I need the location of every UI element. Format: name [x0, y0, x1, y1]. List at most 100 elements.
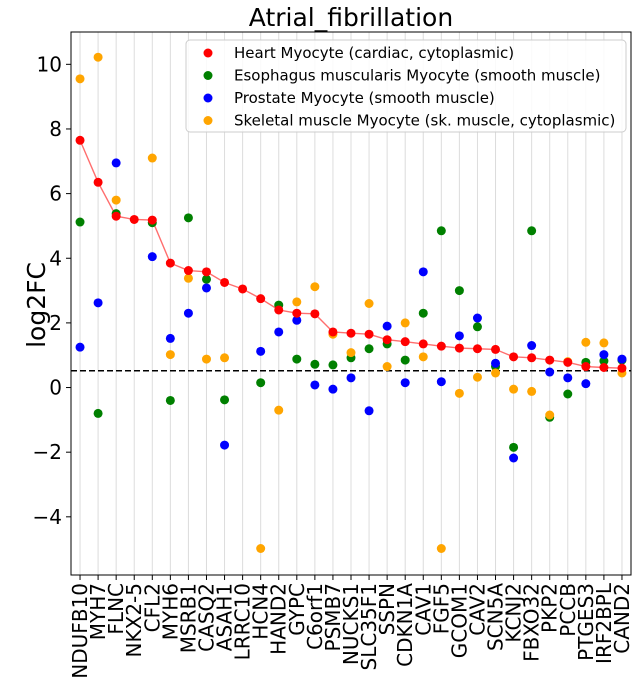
x-tick-label-cdkn1a: CDKN1A: [393, 583, 417, 667]
y-tick-label: 4: [49, 246, 62, 270]
legend-entry-0: Heart Myocyte (cardiac, cytoplasmic): [234, 44, 514, 62]
point-s2-c6orf1: [310, 380, 320, 390]
point-s2-kcnj2: [509, 453, 519, 463]
point-s1-pccb: [563, 389, 573, 399]
point-s0-flnc: [111, 211, 121, 221]
point-s3-pkp2: [545, 410, 555, 420]
point-s1-cdkn1a: [400, 355, 410, 365]
point-s1-hcn4: [256, 378, 266, 388]
point-s0-psmb7: [328, 327, 338, 337]
point-s1-irf2bpl: [599, 356, 609, 366]
x-tick-label-gcom1: GCOM1: [447, 583, 471, 658]
point-s3-asah1: [220, 353, 230, 363]
point-s2-pkp2: [545, 367, 555, 377]
point-s3-gcom1: [454, 388, 464, 398]
x-tick-label-pkp2: PKP2: [538, 583, 562, 633]
point-s2-cdkn1a: [400, 378, 410, 388]
point-s3-myh7: [93, 52, 103, 62]
point-s0-fbxo32: [527, 353, 537, 363]
point-s1-myh7: [93, 408, 103, 418]
x-tick-label-casq2: CASQ2: [194, 583, 218, 652]
x-tick-label-slc35f1: SLC35F1: [357, 583, 381, 670]
x-tick-label-flnc: FLNC: [104, 583, 128, 635]
x-tick-label-ndufb10: NDUFB10: [68, 583, 92, 679]
x-tick-label-irf2bpl: IRF2BPL: [592, 582, 616, 664]
legend-marker-0: [203, 48, 213, 58]
point-s3-fbxo32: [527, 386, 537, 396]
point-s0-myh6: [165, 258, 175, 268]
x-tick-label-cand2: CAND2: [610, 583, 634, 654]
x-tick-label-myh6: MYH6: [158, 583, 182, 640]
point-s1-gcom1: [454, 286, 464, 296]
point-s3-fgf5: [436, 543, 446, 553]
point-s3-ptges3: [581, 337, 591, 347]
x-tick-label-cav2: CAV2: [465, 583, 489, 636]
legend-entry-3: Skeletal muscle Myocyte (sk. muscle, cyt…: [234, 112, 615, 130]
point-s0-lrrc10: [238, 284, 248, 294]
point-s3-cdkn1a: [400, 318, 410, 328]
x-tick-label-msrb1: MSRB1: [176, 583, 200, 653]
point-s1-ndufb10: [75, 217, 85, 227]
point-s0-ptges3: [581, 362, 591, 372]
y-axis-ticks: −4 −2 0 2 4 6 8 10: [33, 52, 71, 529]
point-s3-myh6: [165, 350, 175, 360]
point-s2-gypc: [292, 315, 302, 325]
point-s3-hcn4: [256, 543, 266, 553]
legend-box: [185, 39, 627, 133]
point-s0-gcom1: [454, 343, 464, 353]
point-s3-msrb1: [183, 273, 193, 283]
y-tick-label: 10: [37, 52, 62, 76]
point-s3-flnc: [111, 195, 121, 205]
point-s1-msrb1: [183, 213, 193, 223]
point-s0-slc35f1: [364, 329, 374, 339]
point-s1-fbxo32: [527, 226, 537, 236]
point-s3-irf2bpl: [599, 338, 609, 348]
y-tick-label: 0: [49, 376, 62, 400]
legend-entry-1: Esophagus muscularis Myocyte (smooth mus…: [234, 67, 600, 85]
point-s3-cfl2: [147, 153, 157, 163]
point-s3-casq2: [201, 354, 211, 364]
plot-frame: [70, 31, 632, 576]
data-points: [75, 52, 627, 553]
point-s3-kcnj2: [509, 384, 519, 394]
x-tick-label-hand2: HAND2: [267, 583, 291, 655]
point-s2-scn5a: [491, 358, 501, 368]
point-s1-cav1: [418, 308, 428, 318]
legend-marker-1: [203, 71, 213, 80]
point-s2-gcom1: [454, 331, 464, 341]
point-s2-sspn: [382, 321, 392, 331]
point-s1-gypc: [292, 354, 302, 364]
x-tick-label-sspn: SSPN: [375, 583, 399, 635]
x-tick-label-fgf5: FGF5: [429, 583, 453, 634]
point-s0-kcnj2: [509, 352, 519, 362]
x-tick-label-scn5a: SCN5A: [484, 583, 508, 651]
point-s0-sspn: [382, 335, 392, 345]
legend: Heart Myocyte (cardiac, cytoplasmic) Esop…: [185, 39, 627, 133]
point-s0-cand2: [617, 363, 627, 373]
point-s0-casq2: [201, 267, 211, 277]
x-tick-label-myh7: MYH7: [86, 583, 110, 640]
point-s2-pccb: [563, 373, 573, 383]
point-s0-cdkn1a: [400, 337, 410, 347]
point-s0-fgf5: [436, 341, 446, 351]
point-s3-cav1: [418, 352, 428, 362]
point-s3-slc35f1: [364, 299, 374, 308]
y-tick-label: −2: [33, 440, 62, 464]
point-s0-cav2: [472, 344, 482, 354]
point-s2-fbxo32: [527, 341, 537, 351]
point-s2-cand2: [617, 354, 627, 364]
point-s1-c6orf1: [310, 359, 320, 369]
point-s0-c6orf1: [310, 309, 320, 319]
x-tick-label-lrrc10: LRRC10: [231, 583, 255, 660]
point-s2-hcn4: [256, 346, 266, 356]
point-s0-gypc: [292, 308, 302, 318]
point-s1-fgf5: [436, 226, 446, 236]
point-s0-irf2bpl: [599, 362, 609, 372]
x-tick-label-nkx2-5: NKX2-5: [122, 583, 146, 657]
x-tick-label-psmb7: PSMB7: [321, 583, 345, 651]
y-tick-label: 2: [49, 311, 62, 335]
x-tick-label-pccb: PCCB: [556, 583, 580, 637]
point-s3-hand2: [274, 405, 284, 415]
point-s1-kcnj2: [509, 442, 519, 452]
